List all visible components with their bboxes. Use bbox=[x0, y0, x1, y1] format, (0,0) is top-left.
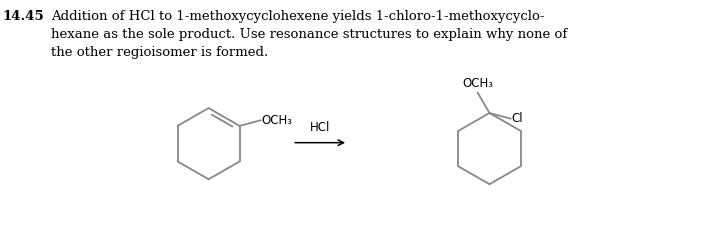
Text: the other regioisomer is formed.: the other regioisomer is formed. bbox=[51, 46, 269, 59]
Text: Cl: Cl bbox=[512, 112, 523, 125]
Text: Addition of HCl to 1-methoxycyclohexene yields 1-chloro-1-methoxycyclo-: Addition of HCl to 1-methoxycyclohexene … bbox=[51, 10, 544, 23]
Text: OCH₃: OCH₃ bbox=[462, 76, 493, 90]
Text: OCH₃: OCH₃ bbox=[262, 114, 292, 127]
Text: 14.45: 14.45 bbox=[3, 10, 44, 23]
Text: HCl: HCl bbox=[310, 121, 330, 134]
Text: hexane as the sole product. Use resonance structures to explain why none of: hexane as the sole product. Use resonanc… bbox=[51, 28, 568, 41]
